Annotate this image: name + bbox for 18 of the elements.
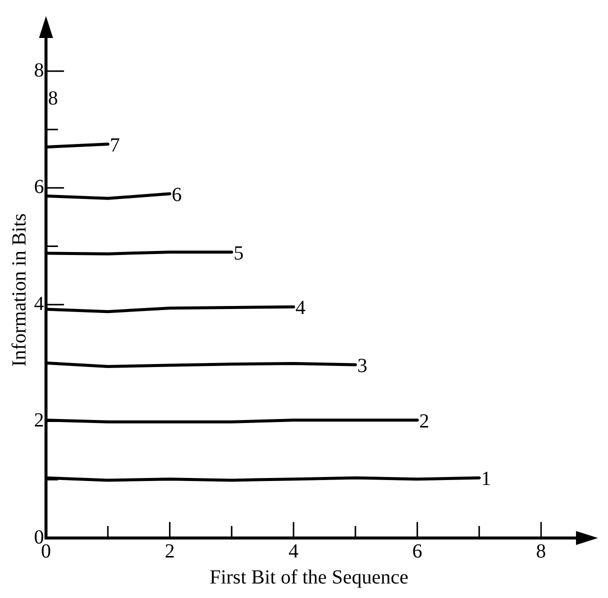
series-label: 6 <box>172 184 182 206</box>
x-tick-label: 6 <box>412 540 422 562</box>
y-tick-label: 4 <box>34 292 44 315</box>
annotation: 8 <box>48 87 58 110</box>
series-label: 7 <box>110 134 120 156</box>
y-tick-label: 8 <box>34 59 44 82</box>
x-tick-label: 4 <box>288 540 299 562</box>
y-axis-title: Information in Bits <box>8 213 30 367</box>
y-tick-label: 6 <box>34 176 44 198</box>
series-label: 2 <box>419 410 430 432</box>
x-axis-title: First Bit of the Sequence <box>210 566 409 588</box>
x-tick-label: 8 <box>536 540 546 562</box>
series-label: 1 <box>481 468 492 490</box>
series-label: 3 <box>357 354 368 377</box>
series-label: 4 <box>296 297 306 320</box>
x-tick-label: 2 <box>164 540 175 562</box>
series-label: 5 <box>234 242 244 264</box>
y-tick-label: 2 <box>34 410 44 432</box>
